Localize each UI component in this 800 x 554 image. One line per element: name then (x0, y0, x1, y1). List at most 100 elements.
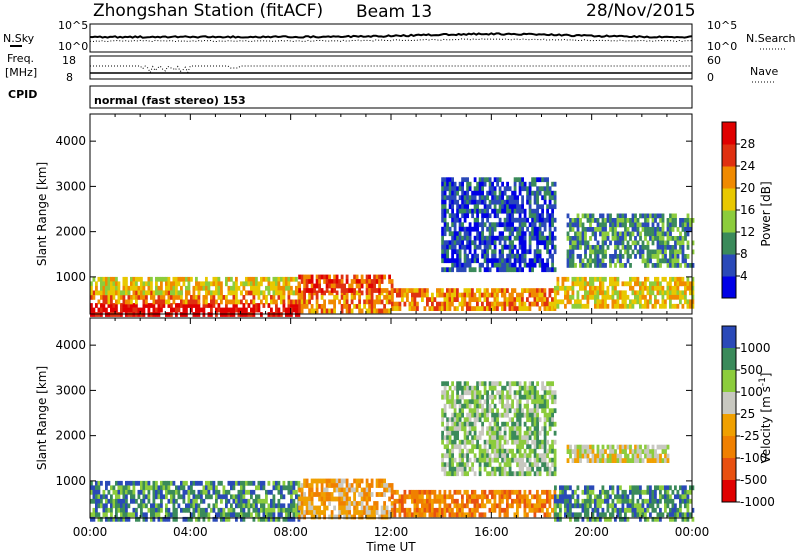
echo-cell (282, 281, 286, 287)
echo-cell (536, 394, 539, 400)
echo-cell (393, 498, 397, 504)
echo-cell (641, 213, 645, 219)
echo-cell (252, 303, 256, 308)
echo-cell (493, 489, 497, 495)
echo-cell (140, 290, 143, 296)
y-tick-label: 3000 (55, 383, 86, 397)
echo-cell (496, 267, 499, 273)
echo-cell (611, 303, 615, 309)
echo-cell (546, 190, 549, 196)
echo-cell (513, 217, 517, 223)
echo-cell (107, 299, 111, 305)
echo-cell (92, 498, 96, 504)
echo-cell (182, 480, 186, 486)
echo-cell (277, 516, 281, 522)
echo-cell (521, 288, 524, 293)
echo-cell (496, 430, 499, 436)
echo-cell (541, 426, 544, 432)
echo-cell (543, 288, 547, 293)
echo-cell (182, 507, 186, 513)
echo-cell (646, 303, 650, 309)
echo-cell (325, 274, 329, 280)
echo-cell (100, 281, 103, 287)
echo-cell (621, 458, 625, 463)
echo-cell (516, 503, 519, 509)
echo-cell (493, 426, 497, 432)
echo-cell (546, 453, 549, 459)
echo-cell (272, 485, 276, 491)
echo-cell (486, 177, 489, 183)
echo-cell (664, 449, 667, 454)
echo-cell (222, 512, 226, 518)
echo-cell (526, 512, 529, 518)
echo-cell (396, 498, 399, 504)
echo-cell (541, 489, 544, 495)
echo-cell (569, 240, 572, 246)
echo-cell (157, 285, 161, 291)
echo-cell (370, 299, 374, 305)
echo-cell (476, 412, 479, 418)
echo-cell (553, 226, 557, 232)
echo-cell (486, 403, 489, 409)
echo-cell (453, 403, 457, 409)
echo-cell (561, 485, 565, 491)
echo-cell (491, 494, 494, 500)
echo-cell (368, 304, 371, 309)
echo-cell (277, 281, 281, 287)
echo-cell (375, 299, 379, 305)
echo-cell (646, 258, 650, 264)
echo-cell (526, 417, 529, 423)
echo-cell (674, 512, 677, 518)
echo-cell (461, 181, 464, 187)
echo-cell (483, 439, 487, 445)
echo-cell (576, 449, 580, 454)
echo-cell (172, 498, 176, 504)
echo-cell (433, 494, 437, 500)
echo-cell (486, 262, 489, 268)
echo-cell (491, 466, 494, 472)
echo-cell (498, 439, 502, 445)
echo-cell (543, 292, 547, 298)
echo-cell (441, 412, 444, 418)
echo-cell (461, 267, 464, 273)
echo-cell (448, 403, 452, 409)
echo-cell (170, 512, 173, 518)
echo-cell (185, 285, 188, 291)
echo-cell (483, 390, 487, 396)
echo-cell (548, 503, 552, 509)
echo-cell (493, 253, 497, 259)
echo-cell (483, 258, 487, 264)
echo-cell (651, 507, 655, 513)
echo-cell (473, 208, 477, 214)
echo-cell (125, 489, 128, 495)
echo-cell (468, 186, 472, 192)
echo-cell (581, 222, 585, 228)
echo-cell (348, 487, 351, 493)
echo-cell (521, 385, 524, 391)
echo-cell (586, 507, 590, 513)
echo-cell (548, 390, 552, 396)
x-tick-label: 04:00 (173, 525, 208, 539)
echo-cell (456, 444, 459, 450)
echo-cell (127, 516, 131, 522)
echo-cell (212, 290, 216, 296)
echo-cell (569, 258, 572, 264)
echo-cell (310, 279, 314, 284)
echo-cell (589, 294, 592, 300)
echo-cell (621, 236, 625, 241)
echo-cell (448, 426, 452, 432)
echo-cell (516, 494, 519, 500)
echo-cell (378, 283, 381, 289)
echo-cell (426, 498, 429, 504)
echo-cell (265, 489, 268, 495)
echo-cell (298, 496, 301, 502)
echo-cell (255, 290, 258, 296)
echo-cell (441, 267, 444, 273)
echo-cell (433, 297, 437, 302)
echo-cell (205, 281, 208, 287)
echo-cell (451, 444, 454, 450)
echo-cell (275, 485, 278, 491)
echo-cell (541, 301, 544, 307)
echo-cell (566, 290, 570, 296)
echo-cell (621, 231, 625, 237)
